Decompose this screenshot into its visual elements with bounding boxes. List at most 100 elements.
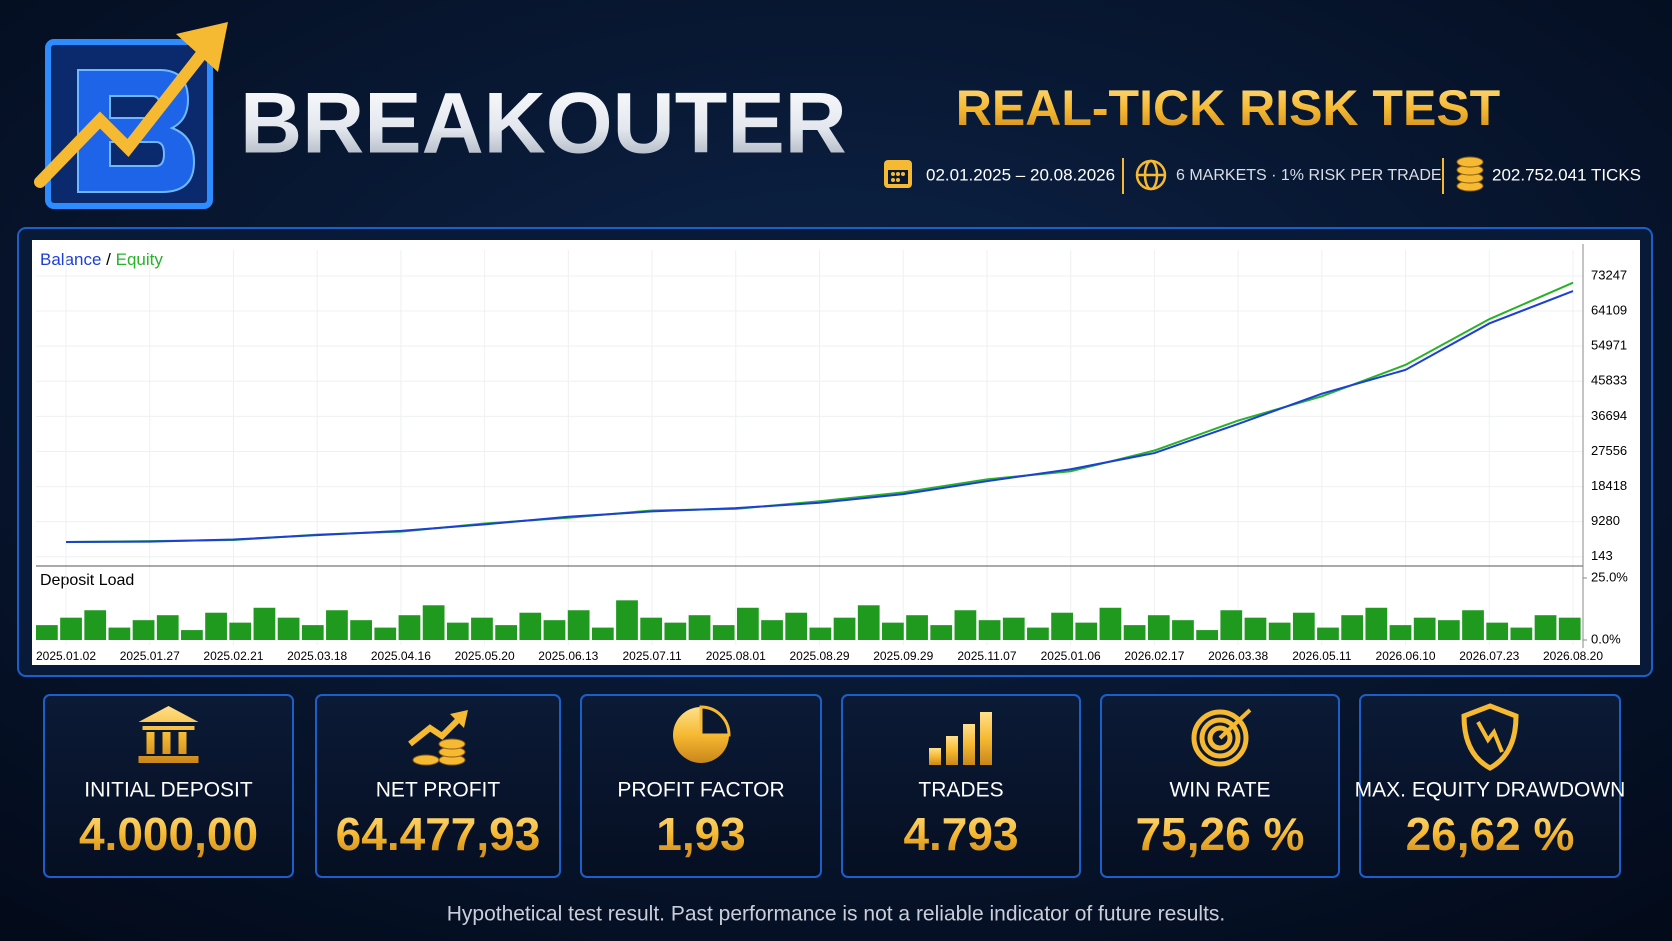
load-bar bbox=[1534, 615, 1557, 640]
load-bar bbox=[591, 627, 614, 640]
load-bar bbox=[181, 630, 203, 640]
shield-icon bbox=[1461, 703, 1519, 771]
load-bar bbox=[205, 612, 227, 640]
load-bar bbox=[1292, 612, 1315, 640]
calendar-icon bbox=[884, 160, 912, 188]
load-bar bbox=[954, 610, 977, 640]
stat-value: 4.793 bbox=[903, 808, 1018, 860]
brand: BREAKOUTER bbox=[240, 76, 847, 172]
stat-card: TRADES 4.793 bbox=[841, 694, 1081, 878]
coin bbox=[438, 738, 466, 750]
stat-label: MAX. EQUITY DRAWDOWN bbox=[1355, 779, 1626, 802]
load-bar bbox=[277, 617, 300, 640]
load-bar bbox=[350, 620, 372, 640]
load-bar bbox=[229, 622, 252, 640]
stat-value: 75,26 % bbox=[1136, 808, 1305, 860]
load-bar bbox=[882, 622, 904, 640]
load-bar bbox=[60, 617, 82, 640]
y-tick-label: 54971 bbox=[1591, 338, 1627, 353]
load-bar bbox=[978, 620, 1001, 640]
stat-value: 64.477,93 bbox=[336, 808, 541, 860]
stat-label: PROFIT FACTOR bbox=[617, 779, 784, 802]
x-tick-label: 2025.03.18 bbox=[287, 649, 347, 663]
card-frame bbox=[841, 694, 1081, 878]
load-bar bbox=[712, 625, 735, 640]
load-bar bbox=[736, 607, 759, 640]
coin bbox=[412, 754, 440, 766]
stat-cards: INITIAL DEPOSIT 4.000,00 NET PROFIT 64.477,… bbox=[43, 694, 1626, 878]
ticks: 202.752.041 TICKS bbox=[1492, 165, 1641, 184]
arrow bbox=[450, 710, 468, 728]
load-bar bbox=[398, 615, 421, 640]
card-frame bbox=[1100, 694, 1340, 878]
load-bar bbox=[84, 610, 107, 640]
x-tick-label: 2025.11.07 bbox=[957, 649, 1016, 663]
load-bar bbox=[1486, 622, 1509, 640]
load-bar bbox=[1317, 627, 1339, 640]
profit-icon bbox=[408, 715, 463, 747]
load-bar bbox=[616, 600, 638, 640]
x-tick-label: 2026.02.17 bbox=[1124, 649, 1184, 663]
bank-icon bbox=[138, 706, 199, 763]
stat-card: NET PROFIT 64.477,93 bbox=[315, 694, 561, 878]
load-bar bbox=[1510, 627, 1533, 640]
x-tick-label: 2025.08.29 bbox=[789, 649, 849, 663]
y-tick-label: 0.0% bbox=[1591, 631, 1621, 646]
disclaimer: Hypothetical test result. Past performan… bbox=[447, 903, 1226, 926]
target-ring bbox=[1191, 709, 1249, 767]
stat-value: 4.000,00 bbox=[79, 808, 258, 860]
x-tick-label: 2025.02.21 bbox=[203, 649, 263, 663]
stat-card: INITIAL DEPOSIT 4.000,00 bbox=[43, 694, 294, 878]
stat-card: WIN RATE 75,26 % bbox=[1100, 694, 1340, 878]
x-tick-label: 2025.05.20 bbox=[455, 649, 515, 663]
load-bar bbox=[567, 610, 590, 640]
load-bar bbox=[761, 620, 783, 640]
load-bar bbox=[1123, 625, 1146, 640]
load-bar bbox=[471, 617, 493, 640]
bar-icon bbox=[946, 736, 958, 765]
stat-card: PROFIT FACTOR 1,93 bbox=[580, 694, 822, 878]
x-tick-label: 2025.07.11 bbox=[622, 649, 681, 663]
load-bar bbox=[1075, 622, 1098, 640]
load-bar bbox=[1196, 630, 1219, 640]
load-bar bbox=[1099, 607, 1122, 640]
load-bar bbox=[108, 627, 131, 640]
stat-label: INITIAL DEPOSIT bbox=[84, 779, 253, 802]
y-tick-label: 143 bbox=[1591, 548, 1613, 563]
pie-slice bbox=[699, 705, 731, 737]
load-bar bbox=[1365, 607, 1388, 640]
load-bar bbox=[543, 620, 566, 640]
x-tick-label: 2026.08.20 bbox=[1543, 649, 1603, 663]
y-tick-label: 18418 bbox=[1591, 478, 1627, 493]
x-tick-label: 2025.08.01 bbox=[706, 649, 766, 663]
load-bar bbox=[857, 605, 880, 640]
load-bar bbox=[1172, 620, 1194, 640]
y-tick-label: 45833 bbox=[1591, 373, 1627, 388]
load-bar bbox=[1437, 620, 1460, 640]
load-bar bbox=[326, 610, 348, 640]
legend-balance: Balance bbox=[40, 250, 101, 269]
load-bar bbox=[301, 625, 324, 640]
stat-value: 26,62 % bbox=[1406, 808, 1575, 860]
load-bar bbox=[1244, 617, 1267, 640]
x-tick-label: 2025.06.13 bbox=[538, 649, 598, 663]
card-frame bbox=[315, 694, 561, 878]
y-tick-label: 36694 bbox=[1591, 408, 1627, 423]
load-bar bbox=[1051, 612, 1073, 640]
target-ring bbox=[1199, 717, 1241, 759]
load-bar bbox=[1220, 610, 1243, 640]
logo bbox=[34, 22, 228, 209]
x-tick-label: 2026.05.11 bbox=[1292, 649, 1351, 663]
load-bar bbox=[809, 627, 832, 640]
load-bar bbox=[906, 615, 928, 640]
load-bar bbox=[156, 615, 179, 640]
load-bar bbox=[785, 612, 808, 640]
load-bar bbox=[833, 617, 856, 640]
load-bar bbox=[1462, 610, 1484, 640]
load-bar bbox=[253, 607, 276, 640]
load-bar bbox=[1389, 625, 1412, 640]
load-bar bbox=[640, 617, 663, 640]
load-bar bbox=[374, 627, 397, 640]
x-tick-label: 2025.01.06 bbox=[1041, 649, 1101, 663]
load-bar bbox=[446, 622, 469, 640]
